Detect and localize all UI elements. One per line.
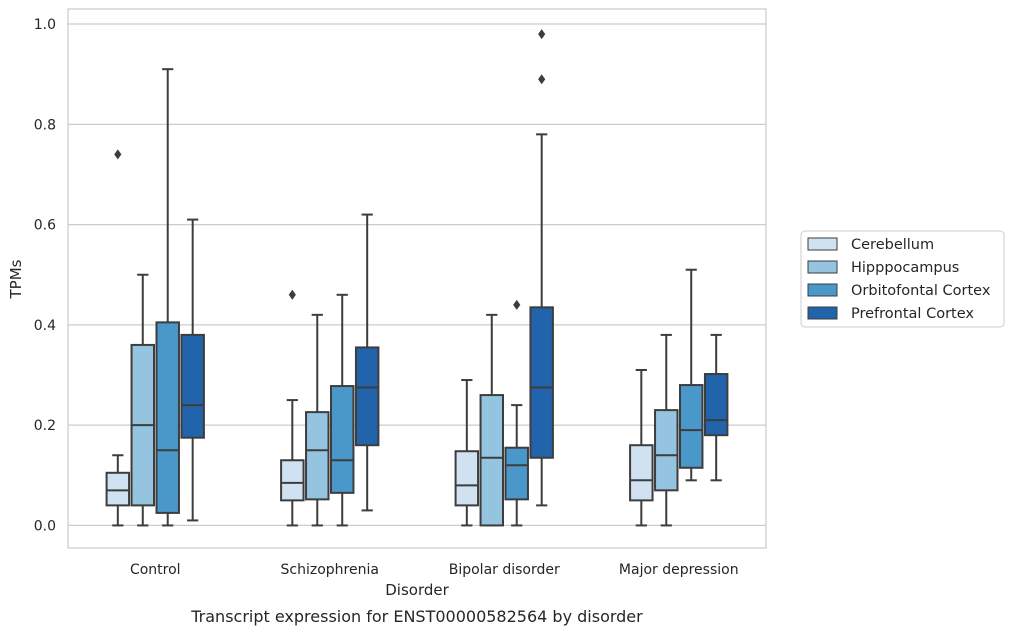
box-iqr [280, 459, 305, 502]
box-cerebellum-0 [105, 149, 131, 527]
box-cerebellum-2 [454, 379, 480, 527]
y-tick-label: 0.0 [34, 518, 56, 534]
box-iqr [105, 471, 131, 507]
box-hipppocampus-3 [654, 333, 679, 527]
outlier-marker [288, 289, 296, 300]
box-orbitofontal-cortex-3 [678, 268, 704, 482]
box-orbitofontal-cortex-2 [504, 299, 529, 527]
x-tick-label: Major depression [619, 562, 739, 578]
x-tick-label: Schizophrenia [281, 562, 379, 578]
box-cerebellum-1 [280, 289, 305, 527]
box-orbitofontal-cortex-1 [329, 293, 355, 527]
legend-label: Cerebellum [851, 237, 934, 253]
y-tick-label: 0.4 [34, 318, 56, 334]
y-tick-label: 0.8 [34, 117, 56, 133]
legend-swatch [807, 306, 838, 320]
chart-caption: Transcript expression for ENST0000058256… [190, 607, 643, 626]
legend-swatch [807, 283, 838, 297]
box-iqr [305, 411, 330, 501]
box-iqr [703, 373, 729, 437]
box-iqr [155, 321, 180, 514]
box-prefrontal-cortex-3 [703, 333, 729, 482]
outlier-marker [538, 74, 546, 85]
legend-swatch [807, 237, 838, 251]
box-hipppocampus-1 [305, 313, 330, 527]
y-tick-label: 0.2 [34, 418, 56, 434]
y-tick-label: 1.0 [34, 17, 56, 33]
legend: Cerebellum Hipppocampus Orbitofontal Corte… [800, 230, 1005, 328]
box-iqr [454, 450, 480, 507]
y-axis-label: TPMs [7, 259, 25, 299]
box-prefrontal-cortex-2 [529, 29, 554, 507]
legend-swatch [807, 260, 838, 274]
box-iqr [180, 333, 205, 439]
box-orbitofontal-cortex-0 [155, 68, 180, 527]
box-iqr [678, 384, 704, 469]
box-prefrontal-cortex-0 [180, 218, 205, 522]
x-tick-label: Bipolar disorder [449, 562, 560, 578]
box-hipppocampus-0 [130, 273, 156, 527]
box-hipppocampus-2 [479, 313, 505, 527]
x-axis-label: Disorder [385, 581, 449, 599]
box-iqr [654, 409, 679, 492]
legend-label: Orbitofontal Cortex [851, 283, 991, 299]
plot-area-frame [67, 8, 767, 549]
box-iqr [529, 306, 554, 459]
x-tick-labels: Control Schizophrenia Bipolar disorder Majo… [130, 562, 739, 578]
box-iqr [329, 385, 355, 494]
outlier-marker [513, 299, 521, 310]
boxes [105, 29, 729, 527]
box-iqr [479, 394, 505, 527]
box-iqr [629, 444, 654, 502]
x-tick-label: Control [130, 562, 181, 578]
box-prefrontal-cortex-1 [354, 213, 380, 512]
legend-frame [800, 230, 1005, 328]
box-cerebellum-3 [629, 369, 654, 527]
outlier-marker [538, 29, 546, 40]
legend-label: Hipppocampus [851, 260, 959, 276]
outlier-marker [114, 149, 122, 160]
box-iqr [504, 446, 529, 501]
legend-label: Prefrontal Cortex [851, 306, 974, 322]
y-tick-label: 0.6 [34, 218, 56, 234]
y-tick-labels: 0.0 0.2 0.4 0.6 0.8 1.0 [34, 17, 56, 534]
box-iqr [354, 346, 380, 447]
